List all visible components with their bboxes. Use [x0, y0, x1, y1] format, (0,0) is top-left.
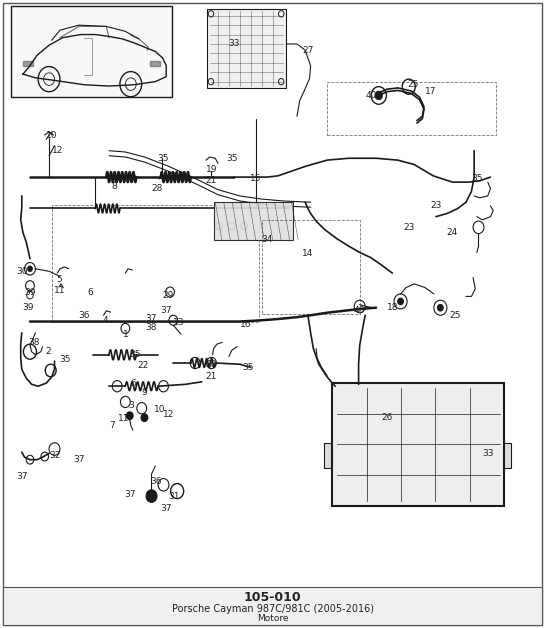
Text: 35: 35 — [226, 154, 238, 163]
Text: 3: 3 — [128, 401, 134, 409]
Bar — [324, 443, 334, 468]
Text: 33: 33 — [228, 40, 240, 48]
Text: 20: 20 — [206, 360, 217, 369]
Bar — [332, 383, 504, 392]
Text: 33: 33 — [482, 449, 494, 458]
Text: 37: 37 — [124, 490, 136, 499]
Text: 37: 37 — [160, 306, 172, 315]
Text: 6: 6 — [131, 379, 136, 387]
Text: 35: 35 — [242, 363, 254, 372]
Text: 7: 7 — [109, 421, 114, 430]
Text: 27: 27 — [302, 46, 313, 55]
Text: 2: 2 — [45, 347, 51, 356]
Text: 6: 6 — [87, 288, 93, 296]
Text: 4: 4 — [102, 316, 108, 325]
Text: 12: 12 — [52, 146, 63, 155]
Text: 29: 29 — [162, 291, 173, 300]
Text: 38: 38 — [145, 323, 157, 332]
Text: Porsche Cayman 987C/981C (2005-2016): Porsche Cayman 987C/981C (2005-2016) — [172, 604, 373, 614]
Circle shape — [141, 414, 148, 421]
Text: 10: 10 — [46, 131, 58, 139]
Bar — [23, 61, 33, 66]
Bar — [332, 498, 504, 506]
Circle shape — [438, 305, 443, 311]
Text: 9: 9 — [142, 388, 147, 397]
Text: 10: 10 — [154, 405, 166, 414]
Text: 21: 21 — [206, 372, 217, 381]
Text: 31: 31 — [168, 492, 180, 501]
Text: 23: 23 — [431, 201, 441, 210]
Circle shape — [146, 490, 157, 502]
Text: 30: 30 — [16, 267, 28, 276]
Text: 25: 25 — [450, 311, 461, 320]
Text: 8: 8 — [112, 182, 117, 191]
Text: 13: 13 — [172, 318, 184, 327]
Text: 18: 18 — [386, 303, 398, 312]
Circle shape — [398, 298, 403, 305]
Circle shape — [126, 412, 133, 420]
Text: Motore: Motore — [257, 614, 288, 624]
Text: 22: 22 — [137, 361, 148, 370]
Text: 26: 26 — [382, 413, 392, 422]
Text: 5: 5 — [56, 275, 62, 284]
Bar — [150, 61, 160, 66]
Text: 11: 11 — [54, 286, 66, 295]
Text: 35: 35 — [158, 154, 169, 163]
Bar — [332, 383, 504, 506]
Text: 40: 40 — [354, 306, 365, 315]
Text: 36: 36 — [150, 477, 162, 486]
Text: 12: 12 — [164, 410, 174, 419]
Bar — [3, 587, 542, 625]
Text: 23: 23 — [403, 223, 414, 232]
Text: 16: 16 — [239, 320, 251, 329]
Bar — [501, 443, 511, 468]
Text: 38: 38 — [28, 338, 40, 347]
Text: 28: 28 — [152, 184, 162, 193]
Text: 15: 15 — [250, 175, 262, 183]
Text: 17: 17 — [425, 87, 437, 95]
Text: 37: 37 — [145, 314, 157, 323]
Text: 40: 40 — [366, 91, 377, 100]
Bar — [11, 6, 172, 97]
Circle shape — [375, 91, 383, 100]
Bar — [207, 9, 286, 88]
Text: 39: 39 — [22, 303, 34, 312]
Text: 21: 21 — [206, 176, 217, 185]
Text: 36: 36 — [78, 311, 90, 320]
Text: 25: 25 — [408, 80, 419, 89]
Text: 35: 35 — [59, 355, 71, 364]
Bar — [214, 202, 293, 240]
Text: 35: 35 — [129, 350, 141, 359]
Text: 37: 37 — [16, 472, 28, 480]
Text: 37: 37 — [160, 504, 172, 513]
Text: 24: 24 — [447, 228, 458, 237]
Text: 105-010: 105-010 — [244, 591, 301, 604]
Text: 37: 37 — [73, 455, 85, 464]
Text: 1: 1 — [123, 330, 128, 339]
Text: 11: 11 — [118, 414, 130, 423]
Circle shape — [28, 266, 32, 271]
Text: 14: 14 — [302, 249, 313, 257]
Text: 32: 32 — [49, 451, 60, 460]
Text: 34: 34 — [262, 236, 272, 244]
Text: 35: 35 — [471, 175, 483, 183]
Text: 19: 19 — [205, 165, 217, 174]
Text: 39: 39 — [24, 288, 36, 296]
